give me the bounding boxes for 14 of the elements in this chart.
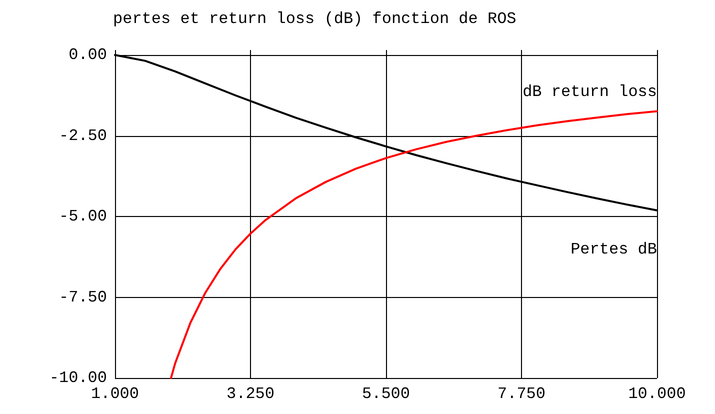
x-tick-label: 1.000	[90, 385, 140, 403]
series-label: Pertes dB	[570, 240, 657, 258]
line-series	[170, 110, 658, 379]
x-tick-label: 5.500	[362, 385, 410, 403]
x-tick-label: 10.000	[628, 385, 686, 403]
y-tick-label: 0.00	[68, 46, 107, 64]
y-tick-label: -2.50	[58, 126, 107, 145]
x-tick-label: 7.750	[497, 385, 546, 403]
y-tick-label: -7.50	[58, 288, 107, 306]
x-tick-label: 3.250	[226, 385, 275, 403]
chart-title: pertes et return loss (dB) fonction de ROS	[113, 10, 516, 28]
y-tick-label: -10.00	[49, 369, 107, 387]
y-tick-label: -5.00	[58, 208, 107, 226]
series-label: dB return loss	[522, 83, 657, 102]
